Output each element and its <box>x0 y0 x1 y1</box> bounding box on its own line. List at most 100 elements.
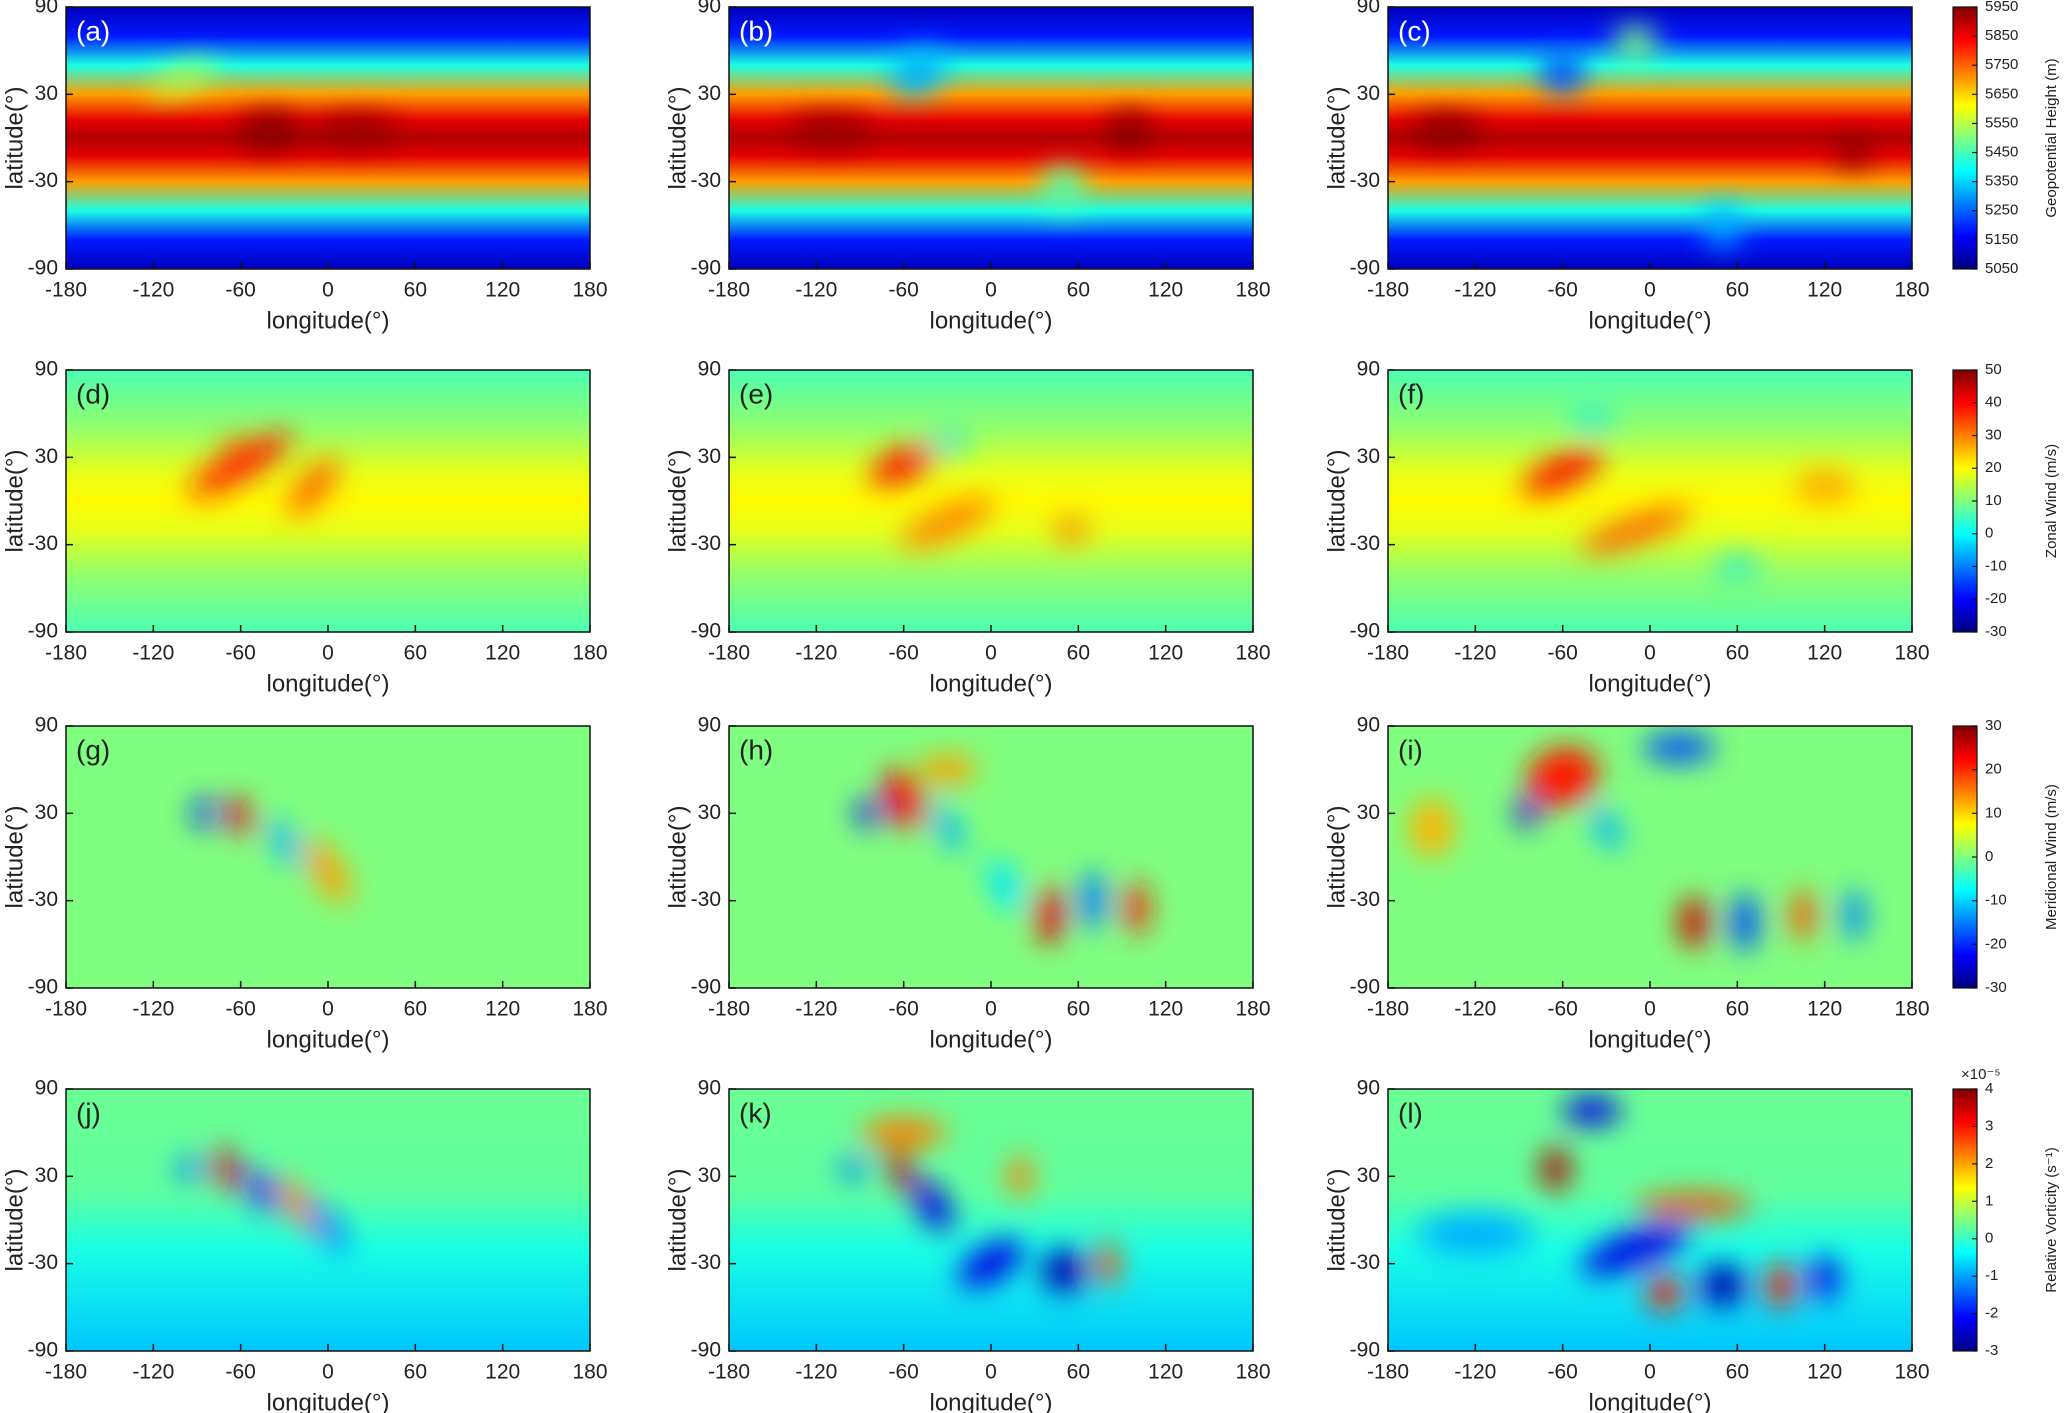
x-tick-label: 180 <box>572 1361 607 1384</box>
y-tick-label: 90 <box>1357 0 1380 18</box>
colorbar-tick-label: -3 <box>1985 1342 1998 1359</box>
field-blob <box>1679 896 1709 949</box>
y-tick-label: -30 <box>691 169 721 192</box>
colorbar-tick-label: 5750 <box>1985 56 2018 73</box>
field-blob <box>913 1179 953 1232</box>
y-axis-label: latitude(°) <box>1323 806 1350 909</box>
x-tick-label: 180 <box>1235 642 1270 665</box>
field-blob <box>267 819 301 866</box>
x-tick-label: 60 <box>1726 279 1749 302</box>
x-tick-label: 0 <box>985 1361 997 1384</box>
y-axis-label: latitude(°) <box>1 450 28 553</box>
field-background <box>66 370 590 632</box>
y-tick-label: -90 <box>28 257 58 280</box>
field-blobs <box>192 796 351 904</box>
field-blob <box>278 1178 320 1233</box>
x-tick-label: -60 <box>225 998 255 1021</box>
x-tick-label: -120 <box>132 1361 174 1384</box>
field-blob <box>958 1240 1024 1288</box>
field <box>66 7 590 269</box>
panel-label: (f) <box>1398 378 1424 409</box>
x-tick-label: -60 <box>888 998 918 1021</box>
colorbar-tick-label: -10 <box>1985 892 2007 909</box>
field-blobs <box>787 48 1152 211</box>
x-tick-label: 60 <box>1726 998 1749 1021</box>
field-blob <box>870 444 938 485</box>
x-tick-label: -120 <box>795 998 837 1021</box>
x-tick-label: -120 <box>1454 279 1496 302</box>
x-tick-label: 120 <box>1148 279 1183 302</box>
y-tick-label: -90 <box>1350 1339 1380 1362</box>
field <box>66 1089 590 1351</box>
y-axis-label: latitude(°) <box>1323 87 1350 190</box>
x-tick-label: -180 <box>1367 642 1409 665</box>
x-tick-label: 180 <box>1894 1361 1929 1384</box>
y-tick-label: 90 <box>698 358 721 381</box>
x-axis-label: longitude(°) <box>1589 307 1712 334</box>
y-tick-label: 90 <box>1357 714 1380 737</box>
colorbar-tick-label: -10 <box>1985 557 2007 574</box>
field-blob <box>1522 449 1603 495</box>
colorbar-tick-label: 10 <box>1985 804 2002 821</box>
y-tick-label: 90 <box>1357 358 1380 381</box>
x-tick-label: 180 <box>1894 998 1929 1021</box>
x-tick-label: -60 <box>1547 998 1577 1021</box>
field-blob <box>925 434 970 452</box>
field-blobs <box>855 755 1149 945</box>
x-axis-label: longitude(°) <box>930 1389 1053 1413</box>
field-blob <box>1078 871 1108 930</box>
x-tick-label: -180 <box>45 998 87 1021</box>
y-tick-label: 90 <box>35 714 58 737</box>
x-tick-label: 120 <box>1807 279 1842 302</box>
y-tick-label: 30 <box>35 801 58 824</box>
y-tick-label: -90 <box>28 976 58 999</box>
x-tick-label: -60 <box>225 642 255 665</box>
x-tick-label: 180 <box>572 279 607 302</box>
x-tick-label: 60 <box>1067 279 1090 302</box>
y-tick-label: 30 <box>1357 82 1380 105</box>
heatmap-panel: -180 -120 -60 0 60 120 180-90-303090longitude(… <box>1323 358 2060 698</box>
field-blob <box>1569 412 1614 430</box>
field-blob <box>189 432 292 497</box>
x-tick-label: 60 <box>1067 1361 1090 1384</box>
field <box>1388 7 1912 269</box>
y-tick-label: -30 <box>691 888 721 911</box>
panel-label: (h) <box>739 734 773 765</box>
y-tick-label: -30 <box>28 1251 58 1274</box>
field-blob <box>1810 1256 1840 1301</box>
field-blobs <box>838 1118 1120 1293</box>
x-axis-label: longitude(°) <box>267 670 390 697</box>
x-tick-label: 0 <box>1644 279 1656 302</box>
field-blob <box>1766 1263 1796 1308</box>
x-tick-label: 60 <box>1726 642 1749 665</box>
x-tick-label: 0 <box>322 998 334 1021</box>
heatmap-panel: -180 -120 -60 0 60 120 180-90-303090longitude(… <box>1323 1066 2060 1413</box>
x-tick-label: -180 <box>708 642 750 665</box>
x-tick-label: -60 <box>225 279 255 302</box>
field-blob <box>1700 1263 1745 1308</box>
y-tick-label: -90 <box>1350 620 1380 643</box>
heatmap-panel: -180 -120 -60 0 60 120 180-90-303090longitude(… <box>1323 0 2060 334</box>
x-tick-label: 60 <box>1067 998 1090 1021</box>
x-axis-label: longitude(°) <box>930 670 1053 697</box>
x-tick-label: 120 <box>1807 642 1842 665</box>
x-tick-label: -180 <box>708 279 750 302</box>
x-tick-label: -120 <box>795 642 837 665</box>
field-blob <box>1409 116 1483 146</box>
field-blobs <box>1522 412 1854 576</box>
colorbar-tick-label: 5850 <box>1985 27 2018 44</box>
colorbar-tick-label: 0 <box>1985 525 1993 542</box>
colorbar-tick-label: 2 <box>1985 1155 1993 1172</box>
x-axis-label: longitude(°) <box>930 307 1053 334</box>
x-tick-label: -120 <box>1454 998 1496 1021</box>
panel-label: (l) <box>1398 1097 1423 1128</box>
colorbar-tick-label: -20 <box>1985 590 2007 607</box>
y-tick-label: 90 <box>698 0 721 18</box>
colorbar-tick-label: 5950 <box>1985 0 2018 15</box>
y-tick-label: 30 <box>698 82 721 105</box>
x-tick-label: 180 <box>1235 998 1270 1021</box>
x-tick-label: -120 <box>795 1361 837 1384</box>
colorbar-tick-label: 5350 <box>1985 173 2018 190</box>
colorbar-tick-label: -30 <box>1985 979 2007 996</box>
y-tick-label: -90 <box>691 257 721 280</box>
